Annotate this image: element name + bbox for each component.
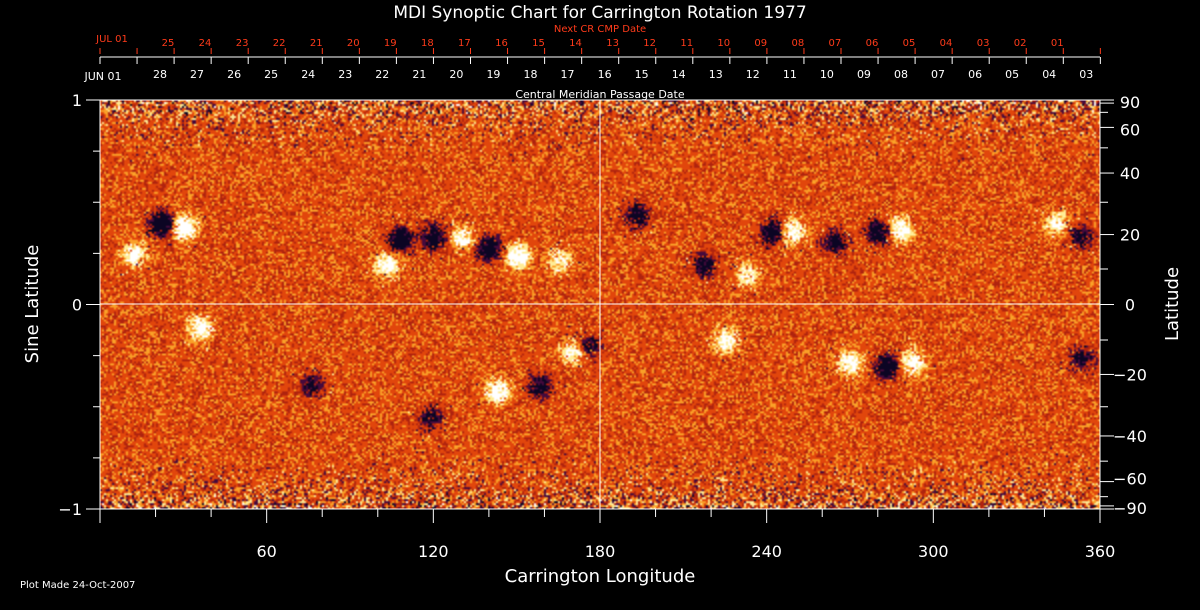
cmp-date-label: 07 — [931, 68, 945, 81]
right-y-tick-label: −90 — [1113, 499, 1147, 518]
cmp-date-label: 26 — [227, 68, 241, 81]
cmp-date-label: 14 — [672, 68, 686, 81]
next-cmp-date-label: 11 — [680, 38, 693, 49]
next-cmp-date-label: 18 — [421, 38, 434, 49]
next-cmp-date-label: 04 — [940, 38, 953, 49]
top-axis-label: Central Meridian Passage Date — [515, 88, 684, 101]
next-cmp-date-label: 07 — [829, 38, 842, 49]
x-tick-label: 300 — [918, 542, 949, 561]
right-y-tick-label: −60 — [1113, 470, 1147, 489]
next-cmp-date-label: 16 — [495, 38, 508, 49]
x-tick-label: 180 — [585, 542, 616, 561]
right-y-tick-label: −20 — [1113, 365, 1147, 384]
next-cmp-date-label: 10 — [717, 38, 730, 49]
next-cmp-date-label: 13 — [606, 38, 619, 49]
next-cmp-date-label: 15 — [532, 38, 545, 49]
cmp-date-label: 08 — [894, 68, 908, 81]
chart-title: MDI Synoptic Chart for Carrington Rotati… — [393, 3, 806, 23]
right-y-tick-label: 0 — [1125, 296, 1135, 315]
next-cmp-date-label: 05 — [903, 38, 916, 49]
next-cmp-date-label: 24 — [199, 38, 212, 49]
next-cmp-date-label: 20 — [347, 38, 360, 49]
next-cmp-date-label: 01 — [1051, 38, 1064, 49]
top-axis-ticks — [99, 48, 1101, 64]
right-y-tick-label: 90 — [1120, 93, 1140, 112]
right-y-axis-label: Latitude — [1162, 267, 1183, 341]
cmp-date-labels: 28 27 26 25 24 23 22 21 20 19 18 17 16 15 14 13 12 11 10 09… — [153, 68, 1093, 81]
next-cmp-date-label: 19 — [384, 38, 397, 49]
next-cmp-date-label: 08 — [791, 38, 804, 49]
x-axis-label: Carrington Longitude — [505, 566, 696, 587]
next-cmp-date-label: 06 — [866, 38, 879, 49]
plot-made-note: Plot Made 24-Oct-2007 — [20, 580, 135, 591]
cmp-date-label: 23 — [338, 68, 352, 81]
left-y-tick-label: 1 — [72, 91, 82, 110]
right-y-tick-label: 60 — [1120, 120, 1140, 139]
x-tick-label: 120 — [418, 542, 449, 561]
right-y-axis-ticks: 90 60 40 20 0 −20 −40 −60 −90 — [1100, 93, 1147, 518]
x-axis-ticks: 60 120 180 240 300 360 — [99, 509, 1116, 561]
cmp-date-label: 11 — [783, 68, 797, 81]
cmp-date-label: 27 — [190, 68, 204, 81]
cmp-date-label: 12 — [746, 68, 760, 81]
x-tick-label: 60 — [256, 542, 276, 561]
cmp-date-label: 17 — [561, 68, 575, 81]
cmp-date-label: 13 — [709, 68, 723, 81]
cmp-date-label: 05 — [1005, 68, 1019, 81]
next-cmp-date-label: 21 — [310, 38, 323, 49]
cmp-date-label: 22 — [375, 68, 389, 81]
right-y-tick-label: 40 — [1120, 164, 1140, 183]
left-y-axis-label: Sine Latitude — [22, 245, 43, 364]
next-cmp-date-label: 02 — [1014, 38, 1027, 49]
cmp-date-label: 24 — [301, 68, 315, 81]
cmp-date-label: 09 — [857, 68, 871, 81]
left-y-axis-ticks: 1 0 −1 — [58, 91, 100, 519]
next-cmp-date-label: 23 — [236, 38, 249, 49]
cmp-date-label: 15 — [635, 68, 649, 81]
next-cmp-date-label: 12 — [643, 38, 656, 49]
next-cr-cmp-label: Next CR CMP Date — [554, 24, 646, 35]
cmp-date-label: 16 — [598, 68, 612, 81]
next-cmp-date-label: 14 — [569, 38, 582, 49]
next-cmp-date-label: 03 — [977, 38, 990, 49]
x-tick-label: 360 — [1085, 542, 1116, 561]
cmp-date-label: 21 — [412, 68, 426, 81]
cmp-date-label: 03 — [1079, 68, 1093, 81]
cmp-date-label: 06 — [968, 68, 982, 81]
x-tick-label: 240 — [751, 542, 782, 561]
right-y-tick-label: −40 — [1113, 427, 1147, 446]
cmp-date-label: 20 — [449, 68, 463, 81]
cmp-date-label: 19 — [486, 68, 500, 81]
cmp-date-label: 10 — [820, 68, 834, 81]
next-cmp-start-label: JUL 01 — [95, 34, 128, 45]
cmp-date-label: 25 — [264, 68, 278, 81]
next-cmp-date-label: 09 — [754, 38, 767, 49]
cmp-date-label: 04 — [1042, 68, 1056, 81]
cmp-start-label: JUN 01 — [83, 70, 121, 83]
left-y-tick-label: −1 — [58, 500, 82, 519]
next-cmp-date-label: 25 — [162, 38, 175, 49]
right-y-tick-label: 20 — [1120, 226, 1140, 245]
cmp-date-label: 28 — [153, 68, 167, 81]
next-cmp-date-labels: 25 24 23 22 21 20 19 18 17 16 15 14 13 12 11 10 09 08 07 06… — [162, 38, 1064, 49]
left-y-tick-label: 0 — [72, 296, 82, 315]
cmp-date-label: 18 — [524, 68, 538, 81]
next-cmp-date-label: 22 — [273, 38, 286, 49]
next-cmp-date-label: 17 — [458, 38, 471, 49]
